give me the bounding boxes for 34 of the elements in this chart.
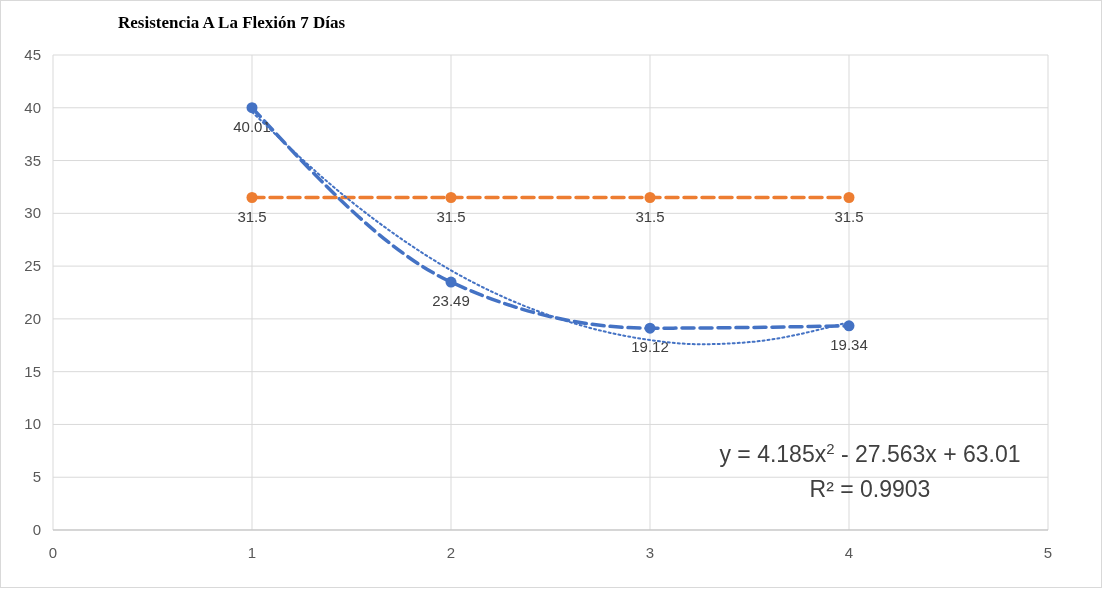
y-tick-label: 20 [24,309,41,327]
y-tick-label: 30 [24,204,41,222]
point [445,192,457,203]
point [644,322,656,334]
x-tick-label: 0 [48,544,58,561]
x-tick-label: 1 [247,544,257,561]
data-label: 31.5 [237,207,267,225]
point [843,192,855,203]
x-tick-label: 5 [1043,544,1053,561]
y-tick-label: 0 [32,521,41,538]
x-tick-label: 4 [844,544,854,561]
y-tick-label: 25 [24,257,41,275]
annotation: y = 4.185x$^{2}$ - 27.563x + 63.01 [719,439,1021,467]
x-tick-label: 2 [446,544,456,561]
data-label: 31.5 [436,207,466,225]
data-label: 19.12 [631,338,669,356]
data-label: 19.34 [830,335,868,353]
y-tick-label: 5 [32,468,41,486]
y-tick-label: 45 [24,46,41,63]
point [445,276,457,288]
data-label: 31.5 [635,207,665,225]
x-tick-label: 3 [645,544,655,561]
data-label: 23.49 [432,292,470,310]
point [644,192,656,203]
y-tick-label: 40 [24,98,41,116]
point [246,192,258,203]
annotation: R² = 0.9903 [809,476,931,502]
y-tick-label: 10 [24,415,41,433]
data-label: 31.5 [834,207,864,225]
chart-title: Resistencia A La Flexión 7 Días [118,13,346,32]
y-tick-label: 15 [24,362,41,380]
data-label: 40.01 [233,117,271,135]
y-tick-label: 35 [24,151,41,169]
point [246,102,258,114]
